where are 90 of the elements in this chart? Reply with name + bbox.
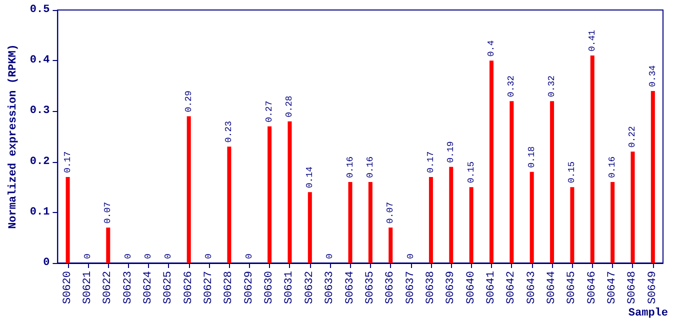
bar (570, 187, 574, 263)
data-label: 0.28 (284, 96, 295, 118)
data-label: 0.16 (608, 156, 618, 178)
data-label: 0.23 (224, 121, 234, 143)
x-tick-label: S0647 (606, 271, 619, 304)
y-tick-label: 0 (43, 257, 50, 269)
y-tick-label: 0.5 (30, 4, 50, 16)
data-label: 0.18 (526, 146, 537, 168)
x-tick-label: S0624 (142, 270, 154, 304)
x-tick-label: S0643 (526, 271, 538, 304)
data-label: 0.32 (506, 75, 517, 98)
data-label: 0.15 (567, 161, 578, 184)
bar (610, 182, 615, 263)
data-label: 0.17 (62, 151, 73, 173)
x-tick-label: S0638 (424, 271, 437, 304)
bar (227, 146, 232, 263)
data-label: 0 (123, 254, 134, 259)
bar (630, 152, 635, 263)
bar (449, 166, 454, 263)
x-tick-label: S0628 (223, 271, 236, 304)
data-label: 0.34 (648, 65, 658, 87)
y-tick-label: 0.4 (30, 54, 50, 67)
y-axis-title: Normalized expression (RPKM) (8, 44, 20, 229)
data-label: 0 (406, 254, 416, 259)
bar (490, 60, 494, 263)
x-tick-label: S0632 (304, 271, 316, 304)
x-tick-label: S0644 (546, 270, 558, 304)
x-tick-label: S0633 (324, 271, 336, 304)
x-tick-label: S0631 (284, 270, 296, 304)
bar (590, 56, 594, 263)
x-tick-label: S0646 (586, 271, 598, 304)
bar (268, 126, 272, 263)
bar (66, 176, 70, 263)
y-tick-label: 0.3 (30, 105, 50, 118)
y-tick-label: 0.1 (30, 206, 50, 218)
data-label: 0.17 (426, 151, 436, 173)
data-label: 0 (144, 254, 154, 259)
data-label: 0.07 (386, 202, 396, 224)
data-label: 0.32 (547, 75, 558, 98)
data-label: 0 (164, 254, 174, 259)
x-tick-label: S0641 (486, 270, 498, 304)
bar (308, 192, 312, 263)
data-label: 0.14 (304, 166, 315, 188)
x-tick-label: S0640 (465, 271, 478, 304)
bar (368, 182, 372, 263)
data-label: 0.07 (103, 202, 114, 224)
bar (288, 121, 292, 263)
x-tick-label: S0622 (102, 271, 114, 304)
x-tick-label: S0636 (384, 271, 397, 304)
data-label: 0.19 (446, 141, 456, 163)
x-tick-label: S0629 (243, 271, 256, 304)
x-tick-label: S0634 (344, 270, 356, 304)
x-axis-title: Sample (628, 308, 668, 320)
data-label: 0.15 (466, 161, 476, 184)
bar (530, 172, 534, 263)
data-label: 0 (204, 254, 214, 259)
x-tick-label: S0627 (203, 271, 216, 304)
data-label: 0.22 (628, 126, 638, 148)
data-label: 0 (325, 254, 336, 259)
x-tick-label: S0623 (122, 271, 134, 304)
bar (510, 101, 514, 263)
bar (106, 228, 110, 263)
y-tick-label: 0.2 (30, 156, 50, 168)
bar (428, 176, 433, 263)
bar (388, 228, 393, 263)
x-tick-label: S0639 (445, 271, 458, 304)
data-label: 0.16 (365, 156, 376, 178)
data-label: 0.41 (587, 30, 598, 52)
x-tick-label: S0620 (62, 271, 74, 304)
x-tick-label: S0648 (626, 271, 639, 304)
x-tick-label: S0621 (82, 270, 94, 304)
data-label: 0.29 (184, 90, 194, 112)
x-tick-label: S0642 (506, 271, 518, 304)
bar (348, 182, 352, 263)
x-tick-label: S0630 (264, 271, 276, 304)
x-tick-label: S0626 (182, 271, 195, 304)
bar (469, 187, 474, 263)
data-label: 0.16 (345, 156, 356, 178)
bar (650, 90, 655, 263)
x-tick-label: S0625 (162, 271, 175, 304)
data-label: 0.27 (264, 100, 275, 122)
bar (550, 101, 554, 263)
data-label: 0 (82, 254, 93, 259)
data-label: 0.4 (486, 40, 496, 57)
x-tick-label: S0649 (646, 271, 659, 304)
x-tick-label: S0645 (566, 271, 578, 304)
bar (186, 116, 191, 263)
x-tick-label: S0637 (404, 271, 417, 304)
data-label: 0 (244, 254, 254, 259)
x-tick-label: S0635 (364, 271, 376, 304)
